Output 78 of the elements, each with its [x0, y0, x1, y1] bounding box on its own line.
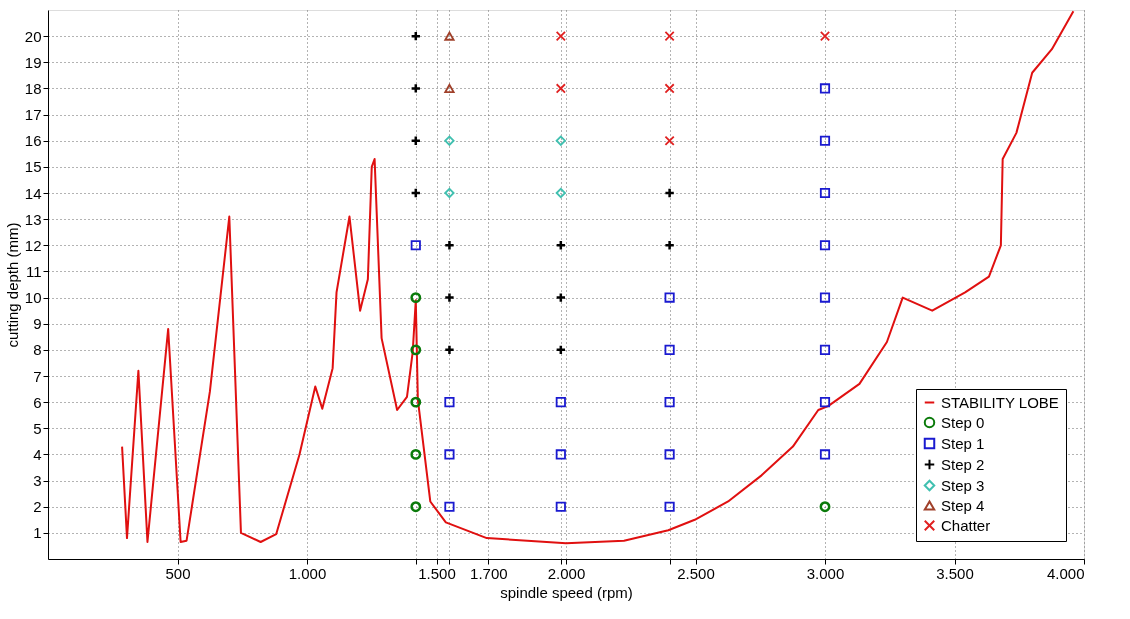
y-tick-label: 3: [33, 472, 42, 490]
y-tick-label: 17: [24, 106, 42, 124]
point: [819, 344, 831, 355]
y-axis-title: cutting depth (mm): [3, 222, 21, 348]
legend-label: Step 4: [941, 496, 985, 514]
point: [664, 83, 675, 94]
point: [410, 449, 422, 460]
y-tick-label: 12: [24, 236, 42, 254]
point: [819, 187, 831, 199]
y-tick-label: 19: [24, 53, 42, 71]
point: [819, 135, 831, 146]
point: [410, 344, 422, 356]
point: [819, 397, 831, 408]
point: [444, 187, 455, 199]
y-tick-label: 10: [24, 289, 42, 307]
x-tick-label: 2.500: [677, 564, 715, 582]
point: [664, 292, 675, 303]
point: [664, 397, 675, 408]
y-tick-label: 6: [33, 393, 42, 411]
line-series: [121, 10, 1075, 545]
x-axis-title: spindle speed (rpm): [500, 583, 633, 601]
point: [410, 396, 422, 408]
x-tick-label: 4.000: [1046, 564, 1085, 582]
point: [819, 501, 831, 513]
point: [410, 292, 422, 303]
legend-label: Step 2: [941, 455, 985, 473]
point: [819, 449, 831, 460]
x-tick-label: 1.000: [288, 564, 327, 582]
point: [444, 31, 455, 41]
point: [555, 31, 566, 42]
legend-label: Step 3: [941, 476, 985, 494]
point: [664, 449, 675, 460]
x-tick-label: 1.500: [418, 564, 456, 582]
legend-label: Step 0: [941, 413, 985, 431]
point: [410, 501, 422, 513]
point: [555, 187, 566, 199]
y-tick-label: 11: [25, 262, 42, 280]
x-tick-label: 1.700: [470, 564, 508, 582]
y-tick-label: 18: [24, 79, 42, 97]
point: [444, 449, 455, 460]
point: [444, 135, 455, 146]
point: [664, 344, 675, 355]
point: [555, 397, 566, 408]
legend-label: STABILITY LOBE: [941, 393, 1059, 411]
y-tick-label: 5: [33, 419, 42, 437]
point: [819, 31, 831, 42]
point: [664, 31, 675, 42]
legend-label: Step 1: [941, 434, 985, 452]
y-tick-label: 4: [33, 445, 42, 463]
y-tick-label: 15: [24, 158, 42, 176]
point: [555, 501, 566, 512]
point: [664, 501, 675, 512]
x-tick-label: 3.500: [936, 564, 974, 582]
point: [819, 292, 831, 303]
point: [819, 83, 831, 94]
x-tick-label: 500: [165, 564, 191, 582]
y-tick-label: 16: [24, 132, 42, 150]
point: [444, 501, 455, 512]
y-tick-label: 1: [33, 524, 42, 542]
point: [410, 240, 421, 251]
point: [444, 83, 455, 93]
y-tick-label: 9: [33, 315, 42, 333]
y-tick-label: 2: [33, 498, 42, 516]
point: [664, 135, 675, 146]
legend-label: Chatter: [941, 516, 991, 534]
x-tick-label: 3.000: [806, 564, 845, 582]
point: [555, 135, 566, 146]
y-tick-label: 7: [33, 367, 42, 385]
y-tick-label: 13: [24, 210, 42, 228]
point: [555, 83, 566, 94]
point: [444, 397, 455, 408]
y-tick-label: 8: [33, 341, 42, 359]
y-tick-label: 14: [24, 184, 42, 202]
point: [444, 292, 455, 303]
x-tick-label: 2.000: [547, 564, 586, 582]
y-tick-label: 20: [24, 27, 42, 45]
point: [819, 240, 831, 251]
point: [555, 449, 566, 460]
